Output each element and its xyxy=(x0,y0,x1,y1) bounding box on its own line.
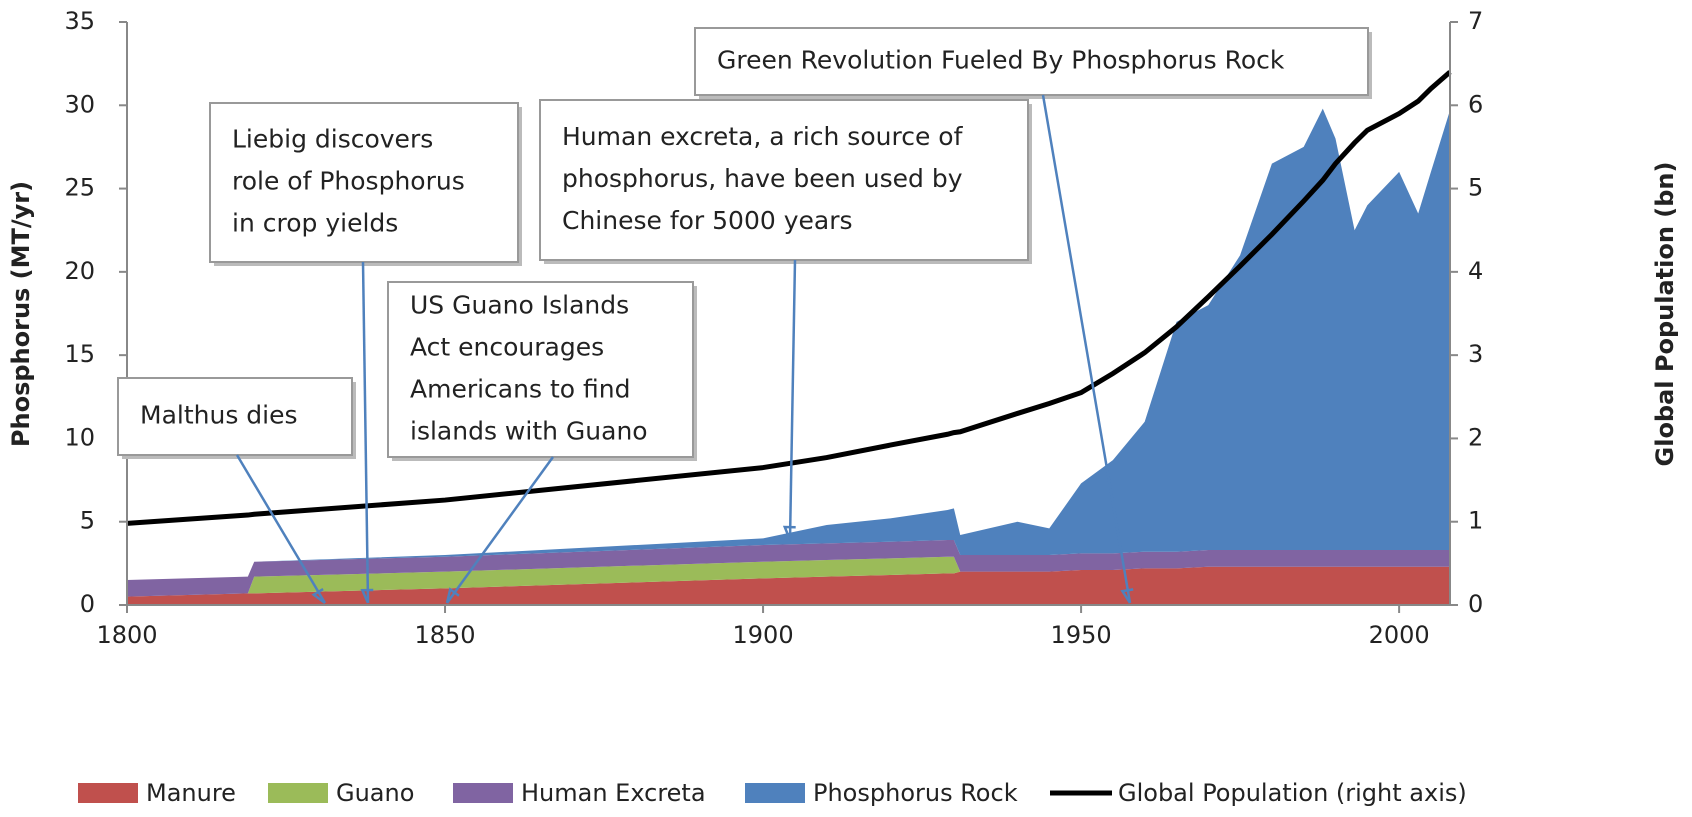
annotation: Liebig discovers role of Phosphorus in cro… xyxy=(209,102,522,604)
legend-label: Guano xyxy=(336,779,414,807)
legend-label: Manure xyxy=(146,779,236,807)
annotation: Human excreta, a rich source of phosphoru… xyxy=(539,99,1032,541)
legend-swatch xyxy=(453,783,513,803)
legend-label: Phosphorus Rock xyxy=(813,779,1018,807)
y-tick-label: 20 xyxy=(64,257,95,285)
arrow-head xyxy=(360,588,374,604)
area xyxy=(127,108,1450,581)
y-tick-label: 5 xyxy=(80,507,95,535)
y2-axis-label: Global Population (bn) xyxy=(1651,162,1679,467)
arrow-head xyxy=(782,525,796,541)
annotation-arrow xyxy=(445,456,555,604)
x-tick-label: 1800 xyxy=(96,621,157,649)
y2-tick-label: 7 xyxy=(1468,7,1483,35)
y2-tick-label: 6 xyxy=(1468,90,1483,118)
legend-swatch xyxy=(78,783,138,803)
legend-item: Phosphorus Rock xyxy=(745,779,1018,807)
arrow-head xyxy=(311,588,326,605)
legend-item: Human Excreta xyxy=(453,779,706,807)
y2-tick-label: 1 xyxy=(1468,507,1483,535)
annotation-text: Liebig discovers xyxy=(232,125,433,154)
annotation: Malthus dies xyxy=(117,377,356,605)
y-tick-label: 0 xyxy=(80,590,95,618)
annotation-arrow xyxy=(1041,94,1132,604)
annotation-arrow xyxy=(235,454,327,604)
x-tick-label: 1900 xyxy=(733,621,794,649)
arrow-head xyxy=(445,587,460,604)
legend-item: Manure xyxy=(78,779,236,807)
x-tick-label: 1850 xyxy=(414,621,475,649)
y2-tick-label: 2 xyxy=(1468,423,1483,451)
annotation-box xyxy=(387,281,694,458)
legend-label: Human Excreta xyxy=(521,779,706,807)
y-tick-label: 35 xyxy=(64,7,95,35)
y2-tick-label: 5 xyxy=(1468,174,1483,202)
annotation-box xyxy=(539,99,1029,261)
annotation-text: Americans to find xyxy=(410,375,630,404)
y-tick-label: 15 xyxy=(64,340,95,368)
line xyxy=(126,70,1452,526)
x-tick-label: 1950 xyxy=(1051,621,1112,649)
legend-item: Guano xyxy=(268,779,414,807)
annotation-text: phosphorus, have been used by xyxy=(562,164,963,193)
arrow-head xyxy=(1120,588,1134,604)
y-axis-label: Phosphorus (MT/yr) xyxy=(7,181,35,447)
annotation-text: islands with Guano xyxy=(410,417,648,446)
annotation-box xyxy=(209,102,519,263)
legend-swatch xyxy=(745,783,805,803)
annotation-text: Green Revolution Fueled By Phosphorus Ro… xyxy=(717,46,1285,75)
legend-item: Global Population (right axis) xyxy=(1050,779,1467,807)
annotation-arrow xyxy=(361,261,370,604)
legend-swatch xyxy=(268,783,328,803)
annotation: US Guano Islands Act encourages Americans … xyxy=(387,281,697,604)
annotation-text: Human excreta, a rich source of xyxy=(562,122,964,151)
y-tick-label: 25 xyxy=(64,174,95,202)
annotation-text: US Guano Islands xyxy=(410,291,629,320)
y-tick-label: 30 xyxy=(64,90,95,118)
y2-tick-label: 4 xyxy=(1468,257,1483,285)
annotation-box xyxy=(694,27,1369,96)
annotation-text: in crop yields xyxy=(232,209,398,238)
y-tick-label: 10 xyxy=(64,423,95,451)
y2-tick-label: 0 xyxy=(1468,590,1483,618)
annotation-text: Chinese for 5000 years xyxy=(562,206,853,235)
x-tick-label: 2000 xyxy=(1369,621,1430,649)
annotation: Green Revolution Fueled By Phosphorus Ro… xyxy=(694,27,1372,604)
annotation-text: Malthus dies xyxy=(140,401,298,430)
annotation-arrow xyxy=(788,259,797,541)
annotation-text: Act encourages xyxy=(410,333,604,362)
y2-tick-label: 3 xyxy=(1468,340,1483,368)
annotation-text: role of Phosphorus xyxy=(232,167,465,196)
legend-label: Global Population (right axis) xyxy=(1118,779,1467,807)
area xyxy=(127,540,1450,597)
annotation-box xyxy=(117,377,353,456)
